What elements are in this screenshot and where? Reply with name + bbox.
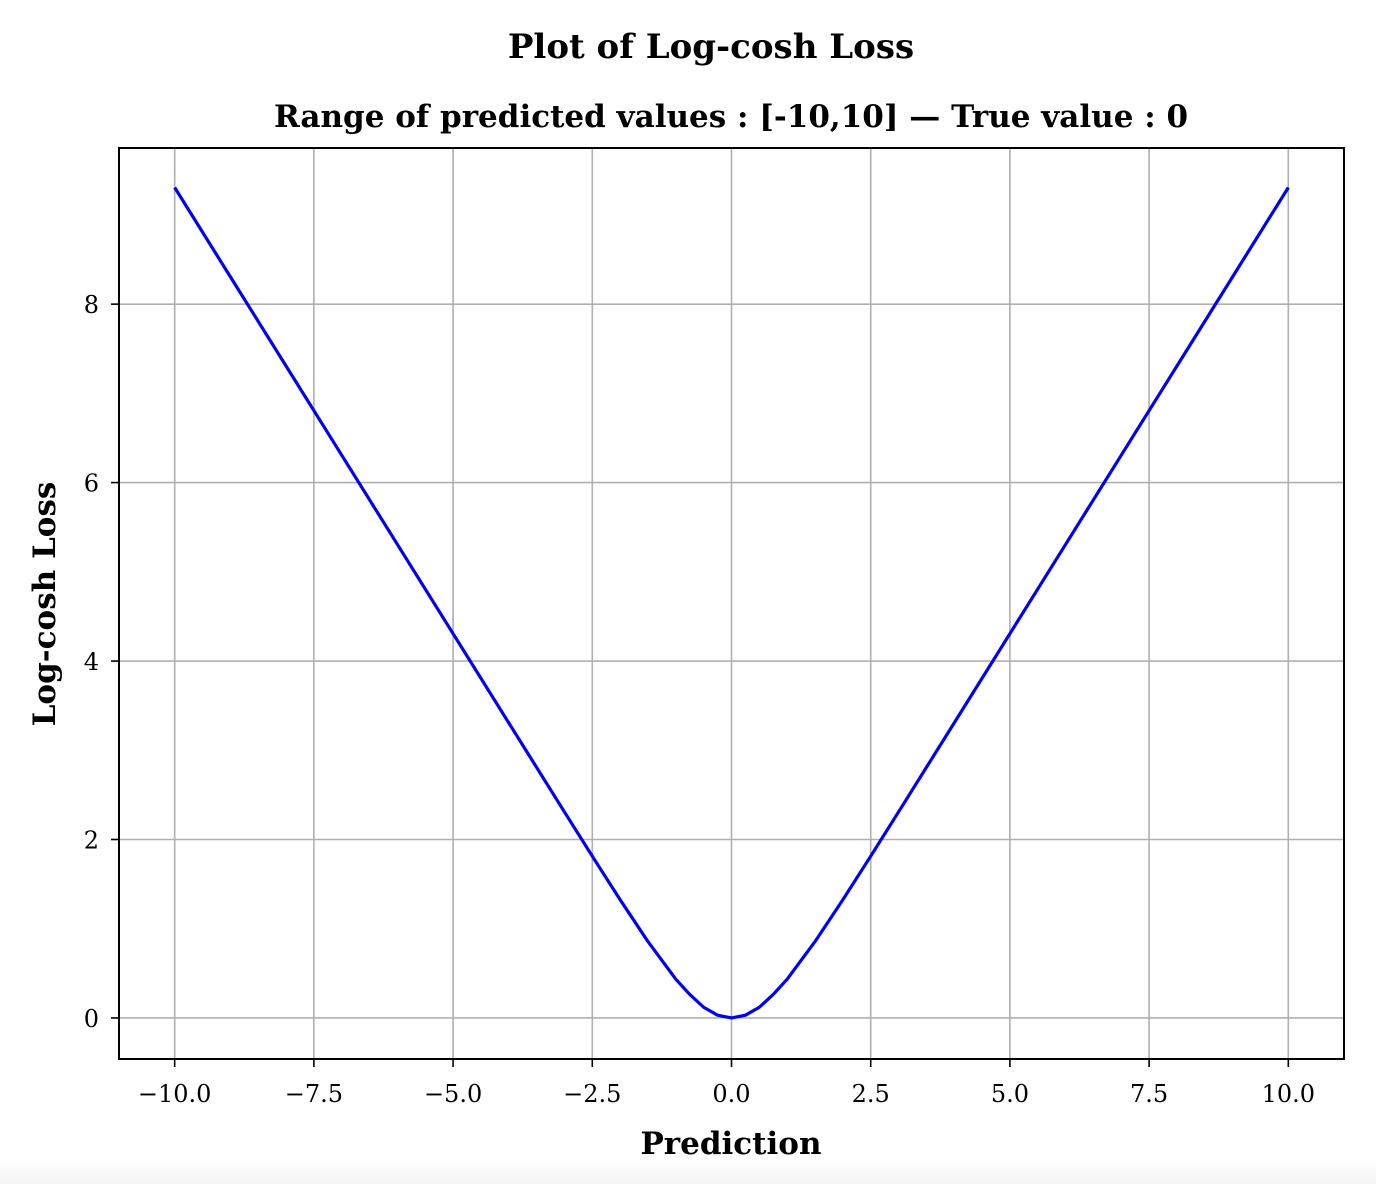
plot-area-frame [118, 147, 1345, 1060]
data-series [173, 186, 1290, 1020]
y-tick-label: 6 [84, 470, 99, 498]
y-tick-label: 2 [84, 827, 99, 855]
axis-ticks: −10.0 −7.5 −5.0 −2.5 0.0 2.5 5.0 7.5 10.0 0 2 4 6 8 [84, 291, 1315, 1108]
series-line-log-cosh [173, 186, 1290, 1020]
y-axis-label: Log-cosh Loss [27, 482, 63, 727]
x-tick-label: −2.5 [563, 1080, 621, 1108]
x-tick-label: 7.5 [1130, 1080, 1168, 1108]
y-tick-label: 8 [84, 291, 99, 319]
x-tick-label: −7.5 [285, 1080, 343, 1108]
x-tick-label: 5.0 [991, 1080, 1029, 1108]
x-axis-label: Prediction [640, 1126, 821, 1162]
x-tick-label: −10.0 [138, 1080, 212, 1108]
grid-lines [119, 148, 1344, 1059]
plot-title: Range of predicted values : [-10,10] — T… [274, 99, 1188, 135]
figure-suptitle: Plot of Log-cosh Loss [508, 27, 914, 67]
x-tick-label: −5.0 [424, 1080, 482, 1108]
x-tick-label: 10.0 [1262, 1080, 1315, 1108]
x-tick-label: 0.0 [712, 1080, 750, 1108]
y-tick-label: 0 [84, 1005, 99, 1033]
bottom-shadow [0, 1160, 1376, 1184]
x-tick-label: 2.5 [852, 1080, 890, 1108]
y-tick-label: 4 [84, 648, 99, 676]
